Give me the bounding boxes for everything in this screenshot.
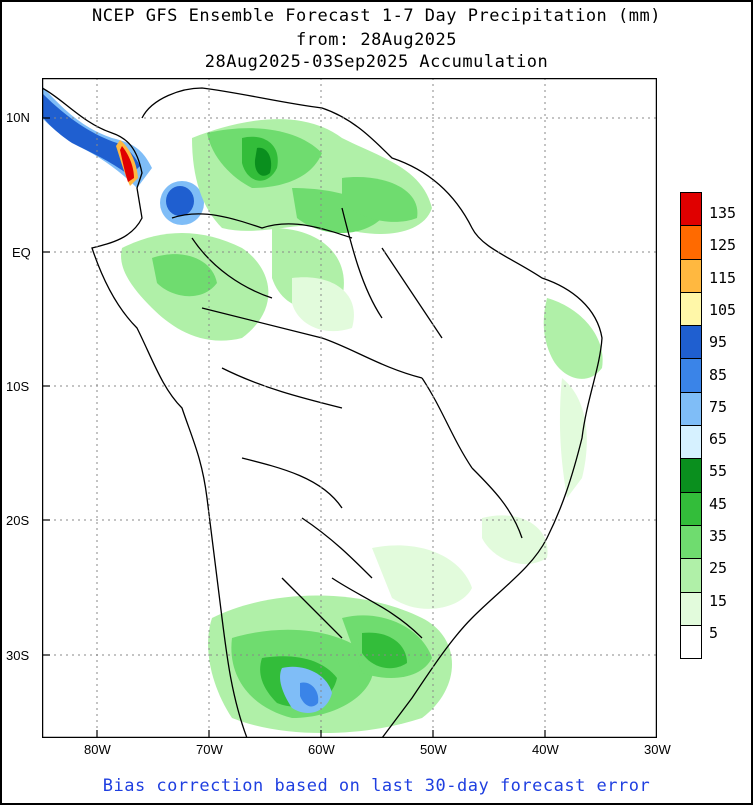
lon-label-60w: 60W <box>308 742 335 757</box>
graticule <box>42 78 657 738</box>
colorbar-label: 125 <box>709 236 737 255</box>
precip-fields <box>42 86 603 733</box>
colorbar-swatch <box>680 259 702 293</box>
colorbar-label: 105 <box>709 300 737 319</box>
colorbar-swatch <box>680 525 702 560</box>
colorbar-swatch <box>680 426 702 460</box>
colorbar-label: 5 <box>709 623 719 642</box>
colorbar <box>680 192 702 660</box>
colorbar-swatch <box>680 592 702 626</box>
title-line-2: from: 28Aug2025 <box>295 30 458 50</box>
lon-label-50w: 50W <box>420 742 447 757</box>
colorbar-swatch <box>680 192 702 227</box>
colorbar-label: 75 <box>709 397 728 416</box>
lat-label-20s: 20S <box>6 513 30 528</box>
footer-note: Bias correction based on last 30-day for… <box>102 776 651 796</box>
colorbar-swatch <box>680 625 702 660</box>
lon-label-40w: 40W <box>532 742 559 757</box>
colorbar-label: 15 <box>709 591 728 610</box>
precipitation-map <box>42 78 657 738</box>
colorbar-label: 25 <box>709 559 728 578</box>
lon-label-80w: 80W <box>84 742 111 757</box>
map-border <box>42 78 657 738</box>
colorbar-label: 55 <box>709 462 728 481</box>
title-line-1: NCEP GFS Ensemble Forecast 1-7 Day Preci… <box>92 6 661 26</box>
title-line-3: 28Aug2025-03Sep2025 Accumulation <box>204 52 549 72</box>
colorbar-swatch <box>680 559 702 593</box>
colorbar-label: 35 <box>709 527 728 545</box>
colorbar-swatch <box>680 392 702 427</box>
lat-label-10n: 10N <box>6 110 30 125</box>
colorbar-label: 85 <box>709 365 728 384</box>
lon-label-30w: 30W <box>644 742 671 757</box>
colorbar-swatch <box>680 226 702 260</box>
colorbar-swatch <box>680 359 702 393</box>
axis-ticks <box>42 117 657 738</box>
colorbar-label: 115 <box>709 268 737 287</box>
colorbar-swatch <box>680 292 702 327</box>
colorbar-label: 45 <box>709 494 728 513</box>
lat-label-10s: 10S <box>6 379 30 394</box>
colorbar-label: 95 <box>709 333 728 352</box>
colorbar-label: 65 <box>709 430 728 449</box>
lon-label-70w: 70W <box>196 742 223 757</box>
colorbar-swatch <box>680 326 702 360</box>
lat-label-eq: EQ <box>12 245 31 260</box>
lat-label-30s: 30S <box>6 648 30 663</box>
colorbar-label: 135 <box>709 204 737 222</box>
country-borders <box>42 78 603 738</box>
colorbar-swatch <box>680 459 702 493</box>
colorbar-swatch <box>680 492 702 526</box>
